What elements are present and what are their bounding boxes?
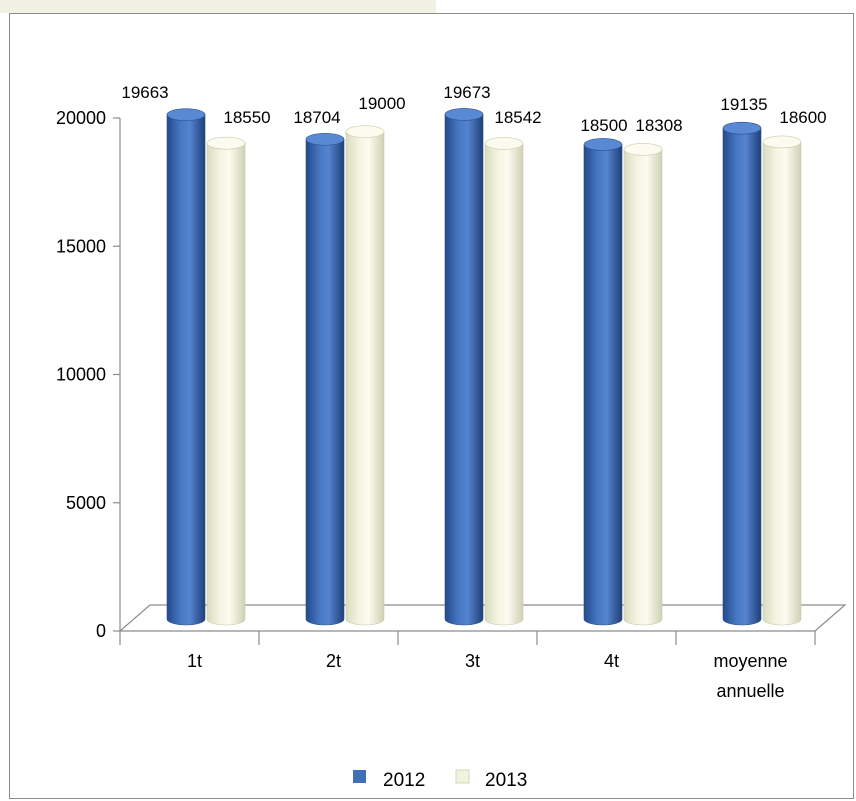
bar-2012-moyenne-annuelle: [722, 121, 762, 626]
data-label: 18542: [494, 108, 541, 127]
bar-2012-3t: [444, 108, 484, 626]
data-label: 18704: [293, 108, 340, 127]
bar-body: [484, 143, 524, 626]
bar-2013-moyenne-annuelle: [762, 135, 802, 626]
y-tick-label: 0: [96, 621, 106, 641]
y-tick-label: 20000: [56, 108, 106, 128]
x-tick-label: 1t: [187, 651, 202, 671]
bar-top: [623, 143, 663, 156]
top-band: [0, 0, 436, 13]
data-label: 18500: [580, 116, 627, 135]
legend-swatch-2012: [353, 770, 366, 783]
x-tick-label: 4t: [604, 651, 619, 671]
bar-body: [305, 138, 345, 626]
bar-top: [166, 108, 206, 121]
bar-2012-1t: [166, 108, 206, 626]
bars: [166, 108, 802, 626]
bar-2012-2t: [305, 132, 345, 626]
data-label: 19663: [121, 83, 168, 102]
bar-body: [345, 131, 385, 626]
data-label: 19000: [358, 94, 405, 113]
data-labels: 19663 18704 19673 18500 19135 18550 19000 18542…: [121, 83, 826, 135]
bar-top: [484, 137, 524, 150]
bar-body: [623, 149, 663, 626]
bar-2013-1t: [206, 136, 246, 626]
data-label: 18550: [223, 108, 270, 127]
bar-top: [762, 135, 802, 149]
bar-2013-3t: [484, 137, 524, 626]
chart-frame: [9, 13, 854, 799]
bar-top: [722, 121, 762, 135]
x-tick-label: moyenne: [713, 651, 787, 671]
legend: 2012 2013: [353, 769, 527, 791]
legend-label-2012: 2012: [383, 770, 425, 791]
data-label: 18600: [779, 108, 826, 127]
bar-body: [583, 144, 623, 626]
data-label: 18308: [635, 116, 682, 135]
data-label: 19135: [720, 95, 767, 114]
bar-top: [583, 138, 623, 151]
x-tick-label: 2t: [326, 651, 341, 671]
bar-2013-4t: [623, 143, 663, 626]
bar-body: [762, 141, 802, 626]
x-tick-label: 3t: [465, 651, 480, 671]
y-tick-label: 5000: [66, 493, 106, 513]
bar-top: [206, 136, 246, 150]
legend-swatch-2013: [455, 769, 470, 784]
bar-2013-2t: [345, 125, 385, 626]
bar-body: [166, 114, 206, 626]
bar-body: [206, 142, 246, 626]
bar-body: [722, 127, 762, 626]
bar-top: [305, 132, 345, 146]
y-tick-label: 15000: [56, 236, 106, 256]
y-tick-label: 10000: [56, 365, 106, 385]
bar-top: [345, 125, 385, 138]
bar-top: [444, 108, 484, 121]
data-label: 19673: [443, 83, 490, 102]
bar-2012-4t: [583, 138, 623, 626]
x-tick-label: annuelle: [716, 681, 784, 701]
legend-label-2013: 2013: [485, 770, 527, 791]
bar-body: [444, 114, 484, 626]
